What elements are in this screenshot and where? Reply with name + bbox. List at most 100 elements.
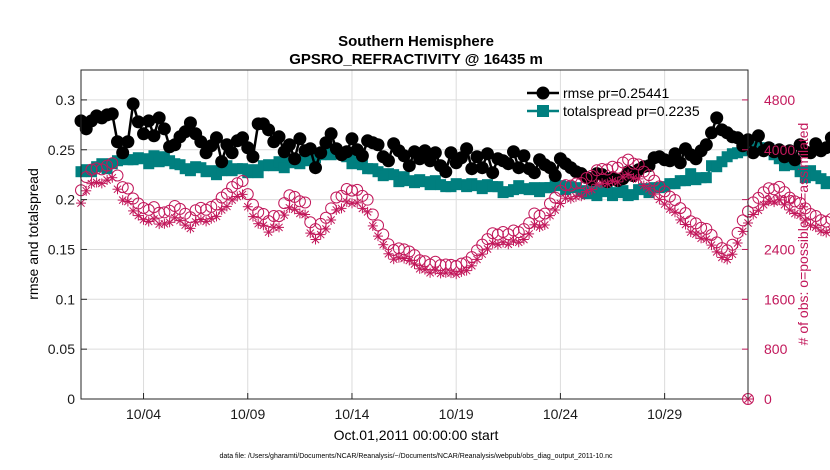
obs-assimilated-point (774, 194, 785, 205)
rmse-point (293, 132, 307, 146)
obs-possible-point (606, 160, 619, 173)
x-tick-label: 10/14 (334, 406, 369, 422)
y2-tick-label: 3200 (764, 192, 795, 208)
obs-assimilated-point (373, 231, 383, 242)
legend-rmse-label: rmse pr=0.25441 (563, 85, 669, 101)
obs-possible-point (205, 200, 218, 213)
spread-point (591, 190, 603, 202)
rmse-point (131, 115, 145, 129)
x-tick-label: 10/24 (543, 406, 578, 422)
rmse-point (418, 144, 432, 158)
spread-point (794, 166, 806, 178)
chart-subtitle: GPSRO_REFRACTIVITY @ 16435 m (289, 51, 543, 68)
obs-assimilated-point (258, 220, 269, 231)
rmse-point (215, 155, 229, 169)
obs-assimilated-point (180, 220, 191, 231)
legend-rmse-marker (536, 86, 550, 100)
obs-assimilated-point (201, 216, 212, 227)
obs-possible-point (340, 183, 353, 196)
obs-assimilated-point (466, 260, 477, 271)
obs-assimilated-point (758, 199, 769, 210)
obs-assimilated-point (503, 239, 514, 250)
obs-assimilated-point (388, 254, 399, 265)
spread-point (273, 156, 285, 168)
spread-point (294, 158, 306, 170)
rmse-point (340, 145, 354, 159)
rmse-point (501, 157, 515, 171)
y2-axis-label: # of obs: o=possible; ∗=assimilated (795, 123, 811, 346)
obs-assimilated-point (628, 173, 639, 183)
rmse-point (282, 138, 296, 152)
obs-assimilated-point (706, 240, 717, 251)
obs-assimilated-point (248, 211, 258, 222)
rmse-point (272, 130, 286, 144)
obs-assimilated-point (362, 206, 373, 217)
rmse-point (236, 131, 250, 145)
obs-assimilated-point (690, 229, 701, 240)
obs-assimilated-point (185, 223, 196, 234)
obs-assimilated-point (216, 204, 227, 215)
rmse-point (137, 127, 151, 141)
rmse-point (105, 107, 119, 121)
rmse-point (402, 159, 416, 173)
obs-assimilated-point (617, 172, 628, 182)
rmse-point (705, 126, 719, 140)
obs-assimilated-point (336, 203, 347, 214)
spread-point (388, 169, 400, 181)
spread-point (820, 178, 830, 190)
spread-point (799, 172, 811, 184)
rmse-point (183, 116, 197, 130)
y-axis-left: 0 0.05 0.1 0.15 0.2 0.25 0.3 (48, 92, 87, 407)
y2-tick-label: 4800 (764, 92, 795, 108)
obs-assimilated-point (425, 267, 436, 278)
rmse-point (194, 135, 208, 149)
obs-assimilated-point (159, 218, 170, 229)
rmse-point (699, 138, 713, 152)
obs-assimilated-point (711, 246, 722, 257)
rmse-point (710, 111, 724, 125)
obs-possible-point (137, 202, 150, 215)
obs-assimilated-point (128, 205, 139, 216)
spread-point (685, 168, 697, 180)
obs-assimilated-point (300, 209, 311, 220)
obs-possible-point (101, 159, 114, 172)
rmse-point (460, 142, 474, 156)
rmse-point (303, 142, 317, 156)
obs-assimilated-point (727, 249, 738, 260)
y-tick-label: 0.25 (48, 142, 75, 158)
plot-frame (80, 69, 749, 400)
rmse-point (371, 138, 385, 152)
rmse-point (475, 161, 489, 175)
obs-possible-point (361, 193, 374, 206)
spread-point (346, 158, 358, 170)
obs-assimilated-point (680, 219, 691, 230)
obs-possible-point (820, 215, 830, 228)
obs-assimilated-point (612, 176, 623, 187)
obs-possible-point (788, 195, 801, 208)
obs-assimilated-point (518, 234, 529, 245)
obs-possible-point (236, 175, 249, 188)
obs-assimilated-point (435, 268, 446, 279)
rmse-point (152, 111, 166, 125)
y2-tick-label: 1600 (764, 291, 795, 307)
obs-possible-point (528, 207, 541, 220)
rmse-point (110, 135, 124, 149)
obs-assimilated-point (96, 178, 107, 189)
rmse-point (486, 166, 500, 180)
obs-assimilated-point (91, 177, 102, 188)
series-obs (75, 153, 830, 405)
rmse-point (157, 122, 171, 136)
rmse-point (480, 147, 494, 161)
obs-assimilated-point (195, 214, 206, 225)
obs-assimilated-point (221, 201, 232, 212)
obs-possible-point (627, 157, 640, 170)
obs-assimilated-point (414, 263, 425, 274)
obs-assimilated-point (320, 224, 331, 234)
obs-assimilated-point (279, 210, 290, 221)
obs-assimilated-point (670, 207, 680, 218)
spread-point (143, 158, 155, 170)
legend-spread-marker (537, 105, 549, 117)
obs-possible-point (299, 196, 312, 209)
rmse-point (527, 166, 541, 180)
